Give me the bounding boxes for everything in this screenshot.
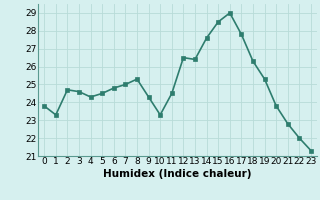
X-axis label: Humidex (Indice chaleur): Humidex (Indice chaleur)	[103, 169, 252, 179]
